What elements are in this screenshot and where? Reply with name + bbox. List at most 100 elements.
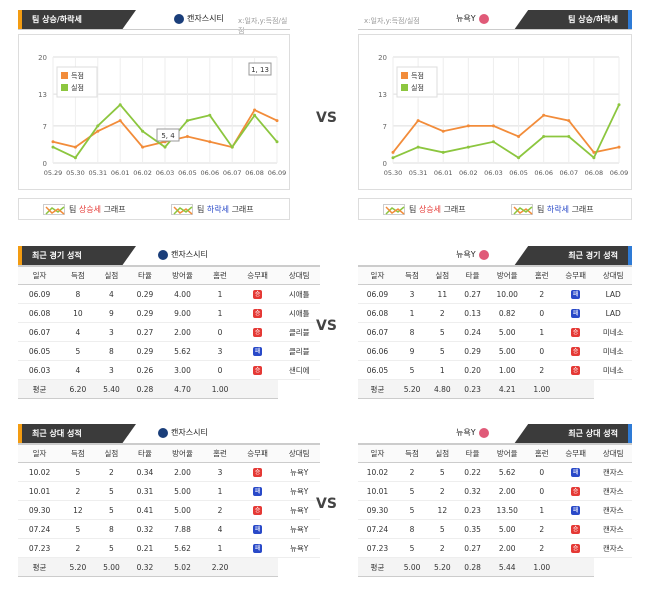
y-tick-label: 20 [378,54,387,62]
average-cell [556,379,595,399]
table-cell: 0 [526,303,557,323]
column-header: 홈런 [526,266,557,285]
average-cell: 4.21 [487,379,527,399]
average-row: 평균 6.20 5.40 0.28 4.70 1.00 [18,379,320,399]
table-cell: 0.41 [128,500,162,520]
table-cell: 06.07 [358,322,397,342]
table-cell: 2.00 [487,481,527,501]
table-cell: 06.09 [18,284,62,304]
result-badge: 승 [571,328,581,337]
away-trend-chart: 0 7 13 20 05.30 05.31 06.01 06.02 06.03 06.05 06.0… [358,34,632,190]
table-cell: 5 [94,481,129,501]
result-badge: 승 [253,290,263,299]
new-york-logo-icon [478,13,489,24]
column-header: 상대팀 [594,266,632,285]
table-cell: 10.01 [358,481,397,501]
average-cell: 1.00 [203,379,237,399]
average-cell: 5.00 [396,557,428,577]
scored-swatch [401,72,408,79]
table-cell: 07.23 [358,538,397,558]
tooltip-box [248,62,272,76]
table-cell: 5.62 [161,538,204,558]
table-cell: 2 [526,538,557,558]
allowed-point [118,103,122,107]
average-cell [236,557,279,577]
table-cell: 1 [203,303,237,323]
scored-point [466,124,470,128]
x-tick-label: 06.07 [223,169,242,177]
x-tick-label: 06.05 [509,169,528,177]
table-cell: 2 [61,481,95,501]
away-trend-svg: 0 7 13 20 05.30 05.31 06.01 06.02 06.03 06.05 06.0… [378,54,628,177]
x-tick-label: 06.01 [434,169,453,177]
result-badge: 패 [253,347,263,356]
scored-point [275,119,279,123]
table-row: 07.24 5 8 0.32 7.88 4 패 뉴욕Y [18,519,320,539]
table-row: 06.06 9 5 0.29 5.00 0 승 미네소 [358,341,632,361]
table-cell: 2 [427,303,458,323]
allowed-point [208,113,212,117]
table-cell: 10 [61,303,95,323]
column-header: 실점 [94,266,129,285]
allowed-point [275,140,279,144]
table-cell: 3 [94,360,129,380]
table-cell: 11 [427,284,458,304]
table-row: 06.07 4 3 0.27 2.00 0 승 클리블 [18,322,320,342]
table-cell: 1 [396,303,428,323]
legend-scored-label: 득점 [71,72,84,80]
home-recent-table: 일자 득점 실점 타율 방어율 홈런 승무패 상대팀 06.09 8 4 0.29 4.00 1 승 시애틀 0… [18,266,320,399]
scored-point [617,145,621,149]
allowed-point [567,135,571,138]
result-cell: 승 [556,322,595,342]
table-cell: 5 [94,538,129,558]
scored-point [491,124,495,128]
table-cell: 4 [61,322,95,342]
table-cell: 미네소 [594,360,632,380]
table-row: 06.05 5 8 0.29 5.62 3 패 클리블 [18,341,320,361]
home-trend-title: 팀 상승/하락세 [18,10,136,30]
scored-point [96,129,100,133]
column-header: 일자 [358,444,397,463]
table-cell: 07.23 [18,538,62,558]
table-cell: 뉴욕Y [278,481,320,501]
x-tick-label: 05.30 [66,169,85,177]
column-header: 방어율 [161,266,204,285]
average-cell: 5.40 [94,379,129,399]
table-cell: 0.27 [457,538,488,558]
average-row: 평균 5.00 5.20 0.28 5.44 1.00 [358,557,632,577]
average-cell [556,557,595,577]
result-badge: 승 [571,366,581,375]
average-cell: 4.80 [427,379,458,399]
table-cell: 09.30 [358,500,397,520]
table-cell: 1 [203,284,237,304]
allowed-point [491,140,495,144]
result-cell: 패 [236,481,279,501]
allowed-swatch [401,84,408,91]
result-badge: 승 [253,328,263,337]
column-header: 홈런 [203,444,237,463]
kansas-city-logo-icon [158,427,168,438]
table-cell: 5.00 [161,481,204,501]
away-recent-table: 일자 득점 실점 타율 방어율 홈런 승무패 상대팀 06.09 3 11 0.27 10.00 2 패 LA… [358,266,632,399]
average-cell: 2.20 [203,557,237,577]
scored-point [208,140,212,144]
table-row: 06.09 8 4 0.29 4.00 1 승 시애틀 [18,284,320,304]
table-cell: 5.00 [487,519,527,539]
average-cell: 평균 [358,379,397,399]
column-header: 타율 [128,444,162,463]
table-cell: 06.08 [18,303,62,323]
table-cell: 클리블 [278,341,320,361]
table-cell: 0.26 [128,360,162,380]
table-row: 09.30 12 5 0.41 5.00 2 승 뉴욕Y [18,500,320,520]
table-row: 06.03 4 3 0.26 3.00 0 승 샌디에 [18,360,320,380]
result-badge: 승 [571,525,581,534]
table-row: 06.07 8 5 0.24 5.00 1 승 미네소 [358,322,632,342]
table-cell: 0 [203,360,237,380]
result-cell: 패 [556,462,595,482]
table-cell: 5 [61,341,95,361]
table-cell: 캔자스 [594,519,632,539]
x-tick-label: 06.01 [111,169,130,177]
table-cell: 0.29 [128,341,162,361]
y-tick-label: 0 [383,160,387,168]
